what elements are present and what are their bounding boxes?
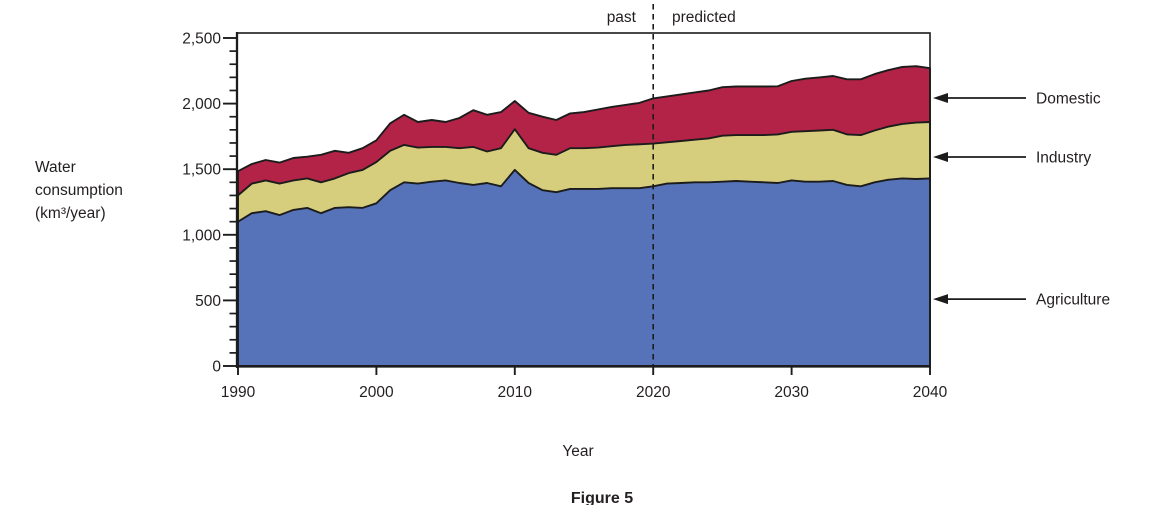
- industry-arrowhead-icon: [933, 152, 948, 162]
- y-tick-label: 0: [212, 359, 221, 376]
- agriculture-series-label: Agriculture: [1036, 292, 1110, 309]
- domestic-arrowhead-icon: [933, 93, 948, 103]
- axes-frame-layer: [235, 32, 931, 368]
- y-axis-title-line-1: Water: [35, 159, 76, 176]
- area-series-layer: [237, 65, 931, 367]
- y-axis-title-line-3: (km³/year): [35, 205, 106, 222]
- x-tick-label: 2020: [636, 384, 671, 401]
- y-tick-label: 500: [195, 293, 221, 310]
- past-zone-label: past: [607, 9, 637, 26]
- x-tick-label: 2030: [774, 384, 809, 401]
- y-axis-title-line-2: consumption: [35, 182, 123, 199]
- agriculture-arrowhead-icon: [933, 294, 948, 305]
- y-tick-label: 2,000: [182, 96, 221, 113]
- y-tick-label: 2,500: [182, 31, 221, 48]
- x-tick-label: 2000: [359, 384, 394, 401]
- area-agriculture: [237, 168, 931, 367]
- axis-ticks-layer: [223, 37, 931, 375]
- annotation-industry: Industry: [933, 150, 1091, 167]
- predicted-zone-label: predicted: [672, 9, 736, 26]
- figure-caption: Figure 5: [571, 490, 633, 505]
- annotation-domestic: Domestic: [933, 91, 1101, 108]
- x-tick-label: 2010: [498, 384, 533, 401]
- y-tick-label: 1,000: [182, 227, 221, 244]
- axis-tick-labels-layer: 0 500 1,000 1,500 2,000 2,500 1990 2000 2010 2020…: [182, 31, 947, 402]
- y-tick-label: 1,500: [182, 162, 221, 179]
- x-tick-label: 1990: [221, 384, 256, 401]
- x-tick-label: 2040: [913, 384, 948, 401]
- x-axis-title: Year: [562, 443, 593, 460]
- annotation-agriculture: Agriculture: [933, 292, 1110, 309]
- industry-series-label: Industry: [1036, 150, 1091, 167]
- y-axis-title: Water consumption (km³/year): [35, 159, 123, 222]
- domestic-series-label: Domestic: [1036, 91, 1101, 108]
